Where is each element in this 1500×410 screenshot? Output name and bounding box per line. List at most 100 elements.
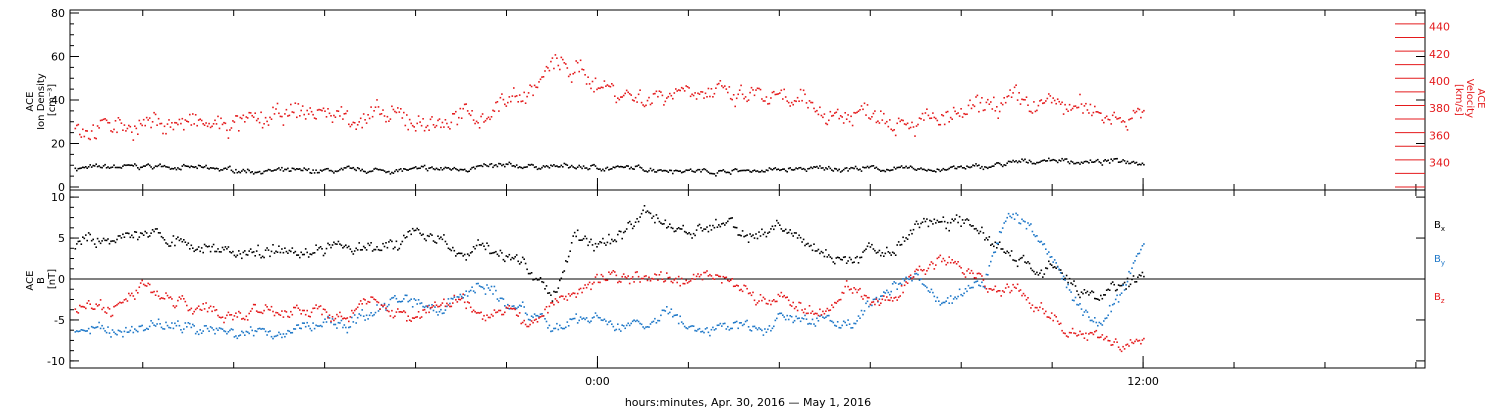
density-point bbox=[275, 169, 277, 171]
velocity-point bbox=[948, 121, 950, 123]
bx-point bbox=[483, 245, 485, 247]
bx-point bbox=[722, 222, 725, 225]
density-point bbox=[171, 167, 173, 170]
velocity-point bbox=[805, 102, 808, 104]
density-point bbox=[936, 168, 939, 170]
bz-point bbox=[490, 313, 493, 316]
by-point bbox=[459, 293, 462, 296]
bz-point bbox=[985, 288, 988, 290]
by-point bbox=[1045, 248, 1047, 250]
density-point bbox=[865, 166, 867, 169]
density-point bbox=[200, 166, 203, 168]
bx-point bbox=[677, 227, 680, 229]
bx-point bbox=[587, 244, 589, 247]
velocity-point bbox=[899, 120, 901, 123]
density-point bbox=[847, 170, 849, 172]
velocity-point bbox=[348, 123, 350, 126]
density-point bbox=[367, 171, 369, 174]
velocity-point bbox=[293, 111, 295, 114]
velocity-point bbox=[581, 68, 583, 71]
density-point bbox=[108, 167, 111, 169]
by-point bbox=[108, 332, 111, 334]
bz-point bbox=[786, 296, 788, 298]
bz-point bbox=[154, 294, 157, 296]
velocity-point bbox=[119, 119, 121, 121]
velocity-point bbox=[157, 117, 160, 120]
bz-point bbox=[990, 288, 992, 290]
bz-point bbox=[868, 296, 870, 299]
bz-point bbox=[993, 288, 995, 291]
by-point bbox=[1031, 230, 1034, 233]
bx-point bbox=[847, 260, 849, 262]
bz-point bbox=[148, 283, 151, 286]
bx-point bbox=[108, 242, 111, 245]
bx-point bbox=[620, 230, 622, 233]
bz-point bbox=[1067, 336, 1069, 338]
velocity-point bbox=[515, 95, 518, 97]
velocity-point bbox=[691, 93, 693, 96]
velocity-point bbox=[825, 122, 827, 125]
by-point bbox=[792, 321, 794, 324]
density-point bbox=[548, 167, 551, 169]
density-point bbox=[551, 165, 554, 167]
velocity-point bbox=[93, 137, 96, 139]
bx-point bbox=[964, 219, 967, 221]
bx-point bbox=[640, 212, 643, 215]
velocity-point bbox=[603, 80, 606, 82]
y-tick-label: 0 bbox=[58, 273, 65, 286]
bx-point bbox=[759, 235, 762, 237]
bx-point bbox=[697, 224, 699, 227]
density-point bbox=[183, 163, 185, 166]
by-point bbox=[1119, 294, 1121, 296]
density-point bbox=[832, 170, 835, 172]
density-point bbox=[1003, 164, 1005, 166]
density-point bbox=[513, 165, 515, 167]
density-point bbox=[489, 163, 491, 166]
density-point bbox=[144, 165, 146, 167]
by-point bbox=[554, 327, 557, 330]
by-point bbox=[1007, 212, 1010, 215]
velocity-point bbox=[822, 116, 824, 119]
density-point bbox=[621, 166, 623, 168]
by-point bbox=[486, 284, 488, 286]
velocity-point bbox=[1088, 112, 1090, 114]
density-point bbox=[996, 162, 998, 164]
bx-point bbox=[880, 254, 882, 257]
density-point bbox=[816, 165, 818, 168]
density-point bbox=[1048, 157, 1050, 160]
bx-point bbox=[391, 240, 393, 243]
bx-point bbox=[930, 220, 933, 223]
bz-point bbox=[196, 307, 198, 309]
bz-point bbox=[998, 290, 1001, 292]
velocity-point bbox=[166, 123, 169, 125]
density-point bbox=[933, 170, 936, 172]
by-point bbox=[178, 324, 181, 327]
density-point bbox=[716, 172, 719, 174]
velocity-point bbox=[637, 93, 640, 96]
velocity-point bbox=[131, 131, 133, 133]
velocity-point bbox=[379, 113, 381, 116]
bz-point bbox=[963, 273, 965, 275]
density-point bbox=[175, 168, 178, 171]
density-point bbox=[1028, 159, 1031, 162]
density-point bbox=[333, 172, 335, 174]
density-point bbox=[655, 171, 658, 173]
by-point bbox=[1065, 286, 1068, 289]
density-point bbox=[299, 168, 301, 170]
velocity-point bbox=[434, 126, 436, 129]
bz-point bbox=[125, 298, 127, 300]
density-point bbox=[976, 165, 979, 167]
by-point bbox=[327, 315, 329, 318]
bx-point bbox=[1083, 289, 1086, 291]
bz-point bbox=[562, 295, 564, 298]
density-point bbox=[1126, 160, 1129, 163]
by-point bbox=[1100, 322, 1102, 325]
by-point bbox=[548, 324, 551, 327]
bz-point bbox=[159, 298, 161, 300]
velocity-point bbox=[523, 91, 525, 94]
velocity-point bbox=[976, 94, 979, 97]
bx-point bbox=[596, 246, 598, 248]
velocity-point bbox=[414, 130, 417, 132]
by-point bbox=[174, 322, 176, 325]
bz-point bbox=[894, 296, 897, 299]
